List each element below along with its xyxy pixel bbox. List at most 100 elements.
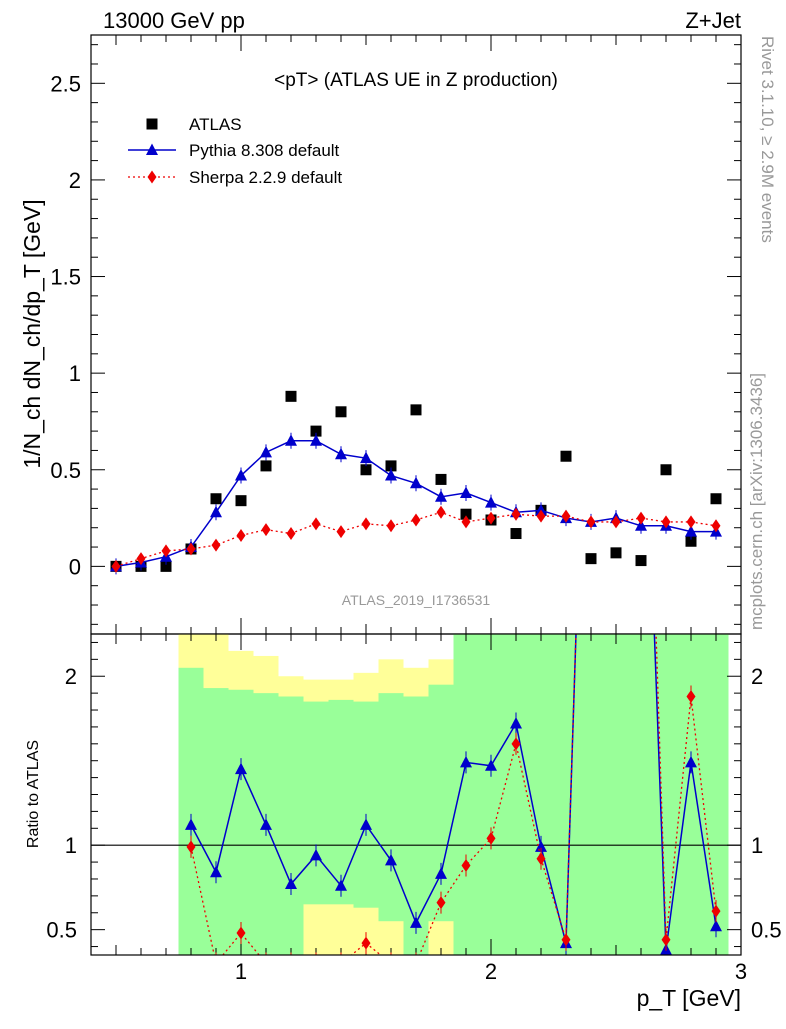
ratio-pythia-point <box>435 867 447 879</box>
pythia-point <box>635 519 647 531</box>
ratio-sherpa-point <box>461 858 471 872</box>
sherpa-point <box>686 515 696 529</box>
legend-pythia-marker <box>146 143 158 155</box>
atlas-point <box>685 535 697 547</box>
atlas-point <box>260 460 272 472</box>
sherpa-point <box>586 515 596 529</box>
ratio-sherpa-point <box>212 957 221 970</box>
x-tick-label: 2 <box>485 959 497 984</box>
sherpa-point <box>511 507 521 521</box>
legend-atlas-label: ATLAS <box>189 115 242 134</box>
atlas-point <box>235 495 247 507</box>
uncertainty-band-green <box>678 634 704 955</box>
atlas-point <box>560 450 572 462</box>
atlas-point <box>160 560 172 572</box>
uncertainty-band-green <box>453 634 479 955</box>
atlas-point <box>660 464 672 476</box>
ratio-pythia-point <box>385 853 397 866</box>
ratio-y-tick-label-right: 0.5 <box>751 918 782 943</box>
ratio-pythia-point <box>485 759 497 771</box>
ratio-y-tick-label-left: 1 <box>65 833 77 858</box>
pythia-point <box>485 496 497 508</box>
pythia-point <box>360 451 372 464</box>
ratio-pythia-point <box>235 762 247 775</box>
sherpa-point <box>711 519 721 533</box>
sherpa-point <box>186 542 196 556</box>
uncertainty-band-green <box>228 689 254 955</box>
atlas-point <box>410 404 422 416</box>
sherpa-point <box>361 517 371 531</box>
atlas-point <box>285 390 297 402</box>
pythia-point <box>260 445 272 458</box>
ratio-pythia-point <box>710 919 722 932</box>
x-tick-label: 1 <box>235 959 247 984</box>
atlas-point <box>385 460 397 472</box>
legend-sherpa-marker <box>147 170 157 184</box>
sherpa-point <box>111 559 121 573</box>
ratio-y-tick-label-left: 2 <box>65 664 77 689</box>
pythia-point <box>235 469 247 481</box>
ratio-sherpa-point <box>637 163 646 176</box>
ratio-sherpa-point <box>361 936 371 950</box>
atlas-point <box>510 528 522 540</box>
atlas-point <box>210 493 222 505</box>
ratio-frame <box>90 633 742 956</box>
sherpa-point <box>286 527 296 541</box>
sherpa-point <box>636 511 646 525</box>
sherpa-point <box>611 515 621 529</box>
uncertainty-band-green <box>528 634 554 955</box>
uncertainty-band-green <box>603 634 629 955</box>
sherpa-point <box>211 538 221 552</box>
sherpa-point <box>261 523 271 537</box>
uncertainty-band-green <box>628 634 654 955</box>
ratio-pythia-point <box>685 755 697 768</box>
ratio-pythia-point <box>510 717 522 729</box>
ratio-sherpa-point <box>561 933 571 947</box>
atlas-point <box>435 473 447 485</box>
pythia-line <box>115 440 716 568</box>
pythia-point <box>285 434 297 446</box>
ratio-pythia-point <box>335 879 347 891</box>
sherpa-point <box>561 509 571 523</box>
sherpa-point <box>386 519 396 533</box>
main-y-tick-label: 1.5 <box>50 265 81 290</box>
ratio-pythia-point <box>535 840 547 852</box>
ratio-pythia-point <box>460 755 472 768</box>
ratio-sherpa-point <box>587 163 596 176</box>
uncertainty-band-green <box>378 693 404 922</box>
pythia-point <box>210 505 222 518</box>
main-y-tick-label: 2.5 <box>50 71 81 96</box>
sherpa-point <box>411 513 421 527</box>
uncertainty-band-green <box>178 667 204 955</box>
atlas-point <box>610 547 622 559</box>
sherpa-point <box>161 544 171 558</box>
uncertainty-band-green <box>503 634 529 955</box>
main-y-tick-label: 0 <box>69 554 81 579</box>
ratio-sherpa-line <box>190 634 717 955</box>
ratio-sherpa-point <box>612 450 621 463</box>
atlas-point <box>585 553 597 565</box>
ratio-sherpa-point <box>287 957 296 970</box>
main-title: <pT> (ATLAS UE in Z production) <box>274 70 558 91</box>
x-axis-label: p_T [GeV] <box>637 985 741 1011</box>
main-y-tick-label: 0.5 <box>50 458 81 483</box>
ratio-pythia-point <box>410 916 422 928</box>
atlas-point <box>335 406 347 418</box>
ratio-pythia-point <box>310 848 322 861</box>
ratio-sherpa-point <box>486 831 496 845</box>
sherpa-point <box>136 552 146 566</box>
sherpa-point <box>336 525 346 539</box>
ratio-panel: 0.5 0.5 1 1 2 2 1 2 3 Ratio to ATLAS p_T [GeV] <box>25 163 782 1011</box>
ratio-pythia-point <box>635 264 647 276</box>
ratio-pythia-line <box>190 634 717 951</box>
ratio-pythia-point <box>360 818 372 830</box>
atlas-point <box>310 425 322 437</box>
legend-atlas-marker <box>146 118 158 130</box>
sherpa-point <box>461 515 471 529</box>
ratio-sherpa-point <box>536 852 546 866</box>
sherpa-point <box>536 509 546 523</box>
uncertainty-band-green <box>578 634 604 955</box>
pythia-point <box>310 434 322 446</box>
uncertainty-band-green <box>428 684 454 922</box>
